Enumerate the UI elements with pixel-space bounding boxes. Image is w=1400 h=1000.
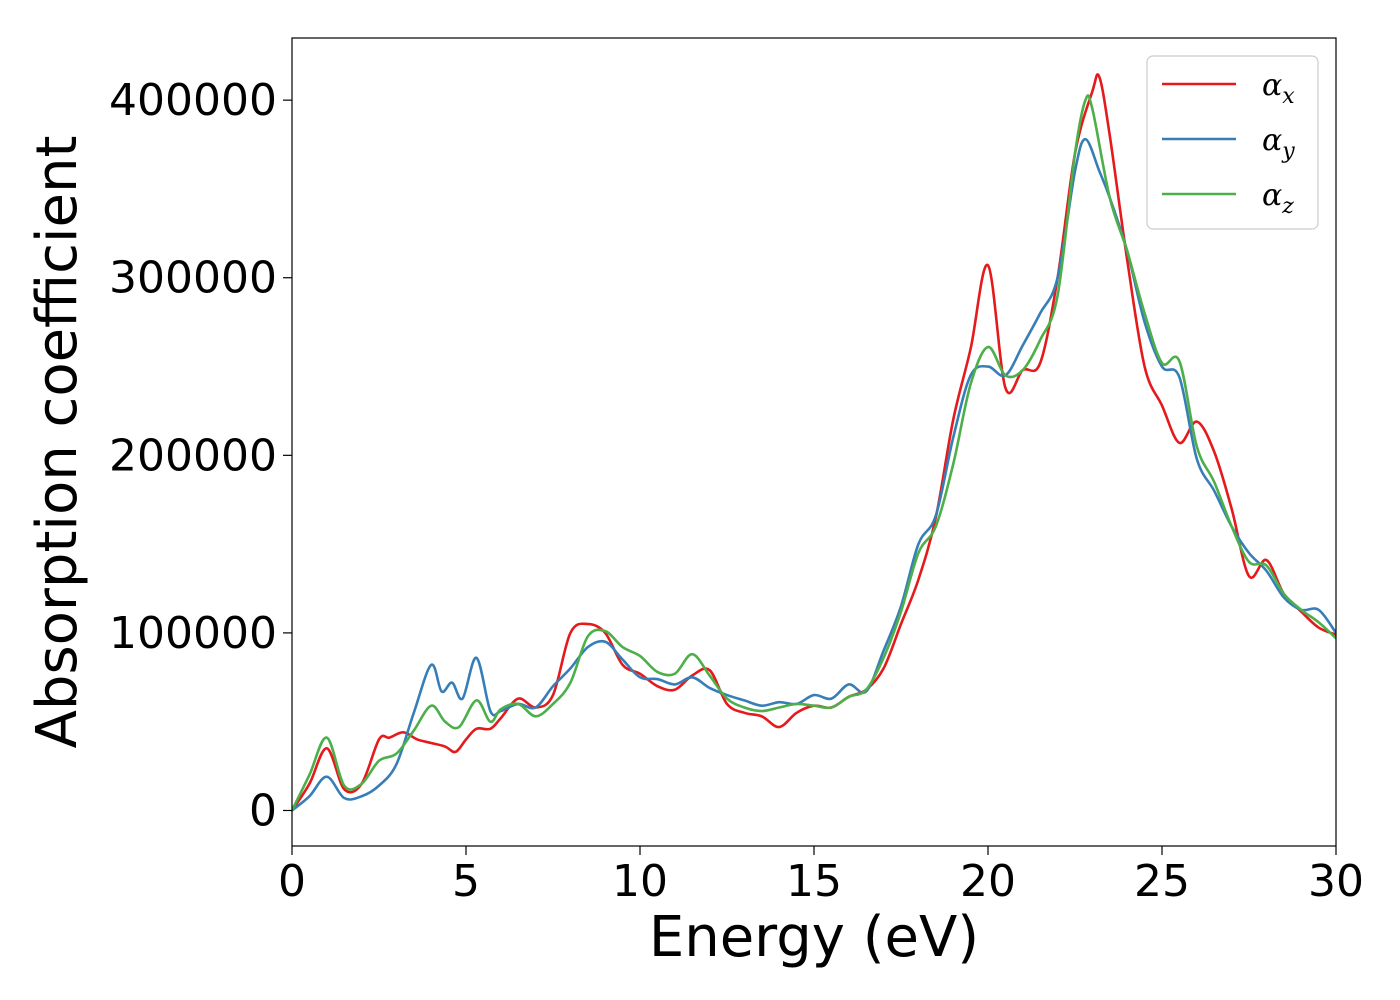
legend: αx αy αz bbox=[1146, 55, 1319, 230]
y-tick-label: 100000 bbox=[109, 608, 277, 659]
y-axis-label: Absorption coefficient bbox=[25, 136, 90, 749]
x-tick-label: 30 bbox=[1308, 856, 1364, 907]
legend-label-y: αy bbox=[1262, 123, 1295, 164]
series-line-y bbox=[292, 137, 1336, 812]
x-tick-label: 5 bbox=[452, 856, 480, 907]
y-tick-label: 0 bbox=[249, 785, 277, 836]
x-tick-label: 0 bbox=[278, 856, 306, 907]
legend-label-z: αz bbox=[1262, 178, 1294, 219]
x-axis-label: Energy (eV) bbox=[649, 905, 979, 970]
legend-box bbox=[1146, 55, 1319, 230]
series-layer bbox=[292, 73, 1336, 812]
y-tick-label: 300000 bbox=[109, 253, 277, 304]
series-line-z bbox=[292, 94, 1336, 812]
x-axis-ticks: 0 5 10 15 20 25 30 bbox=[278, 846, 1364, 907]
x-tick-label: 15 bbox=[786, 856, 842, 907]
y-axis-ticks: 0 100000 200000 300000 400000 bbox=[109, 75, 292, 836]
y-tick-label: 200000 bbox=[109, 430, 277, 481]
legend-label-x: αx bbox=[1262, 68, 1295, 109]
x-tick-label: 25 bbox=[1134, 856, 1190, 907]
x-tick-label: 20 bbox=[960, 856, 1016, 907]
x-tick-label: 10 bbox=[612, 856, 668, 907]
y-tick-label: 400000 bbox=[109, 75, 277, 126]
